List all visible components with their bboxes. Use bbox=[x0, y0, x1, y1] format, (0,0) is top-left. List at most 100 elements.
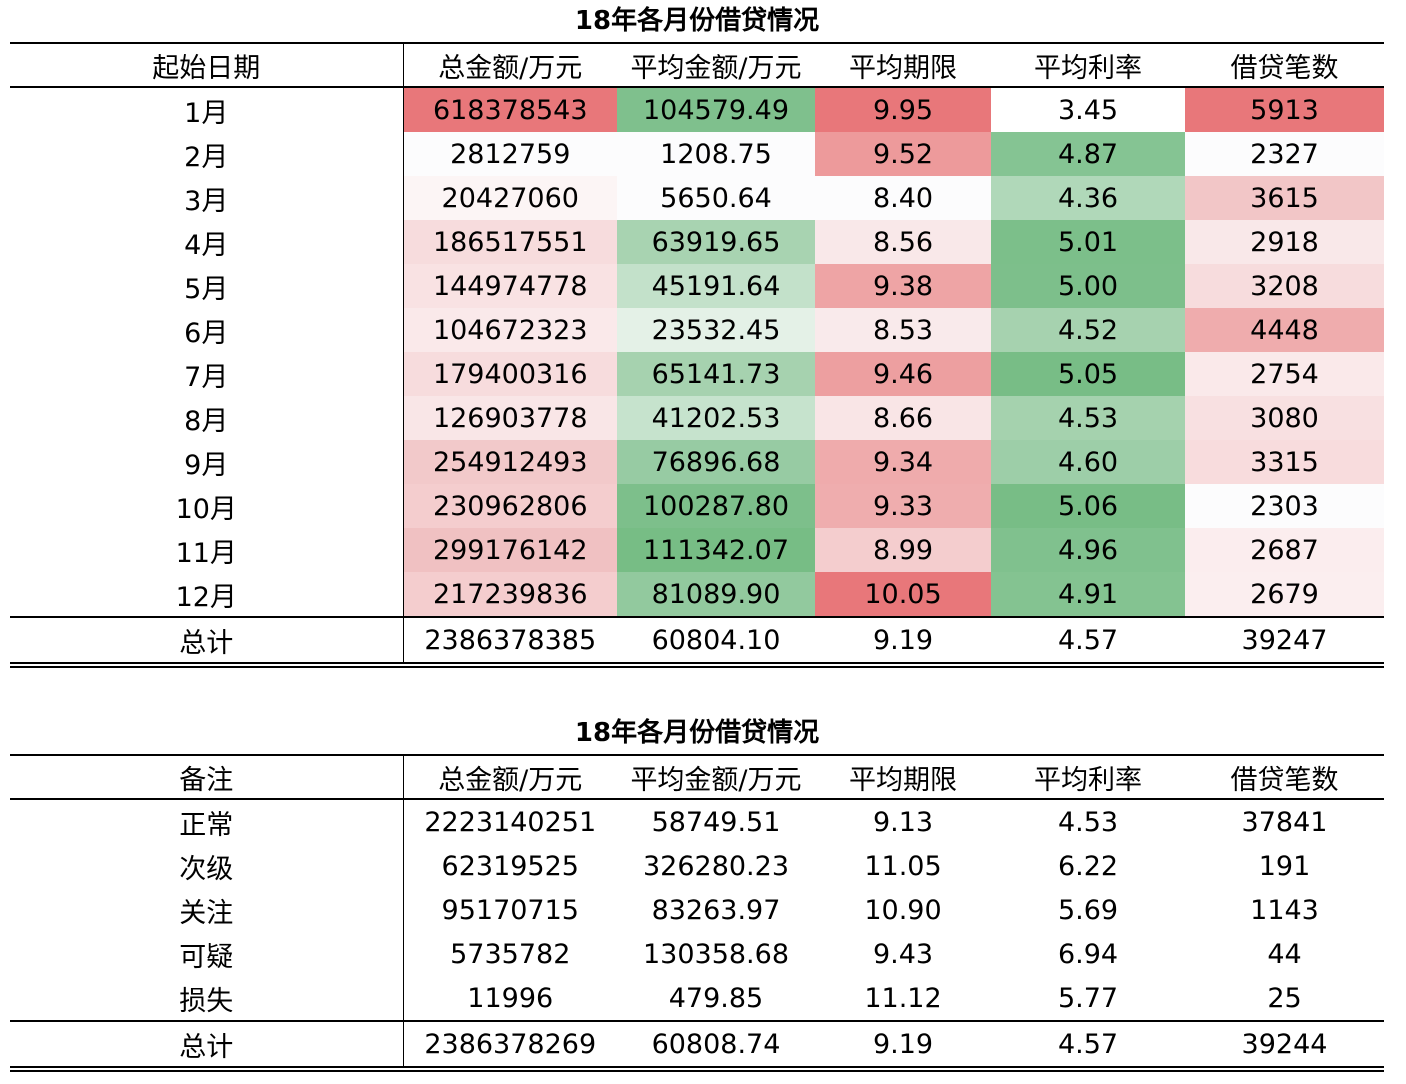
average-amount-cell: 326280.23 bbox=[642, 850, 789, 882]
average-rate-cell: 5.06 bbox=[991, 484, 1185, 528]
grade-header-row: 备注 总金额/万元 平均金额/万元 平均期限 平均利率 借贷笔数 bbox=[10, 754, 1384, 800]
total-amount-cell: 126903778 bbox=[403, 396, 617, 440]
row-label-cell: 损失 bbox=[10, 976, 404, 1021]
average-rate-cell: 5.05 bbox=[991, 352, 1185, 396]
header-loan-count: 借贷笔数 bbox=[1185, 42, 1384, 88]
loan-count-cell: 2754 bbox=[1185, 352, 1384, 396]
average-rate-cell: 5.00 bbox=[991, 264, 1185, 308]
header-total-amount: 总金额/万元 bbox=[403, 754, 617, 800]
header-remark: 备注 bbox=[10, 754, 404, 800]
average-rate-cell: 4.53 bbox=[991, 396, 1185, 440]
loan-count-cell: 2687 bbox=[1185, 528, 1384, 572]
total-average-amount: 60808.74 bbox=[617, 1020, 815, 1072]
row-label-cell: 正常 bbox=[10, 799, 404, 844]
row-label-cell: 2月 bbox=[10, 132, 404, 176]
average-term-cell: 10.90 bbox=[864, 894, 942, 926]
row-label-cell: 次级 bbox=[10, 844, 404, 888]
total-amount-cell: 95170715 bbox=[441, 894, 579, 926]
total-amount-cell: 11996 bbox=[467, 982, 554, 1014]
average-amount-cell: 63919.65 bbox=[617, 220, 815, 264]
grade-total-row: 总计 2386378269 60808.74 9.19 4.57 39244 bbox=[10, 1020, 1384, 1072]
total-amount-cell: 5735782 bbox=[450, 938, 571, 970]
grade-lending-table: 备注 总金额/万元 平均金额/万元 平均期限 平均利率 借贷笔数 正常 22231… bbox=[10, 754, 1384, 1072]
header-average-term: 平均期限 bbox=[815, 754, 991, 800]
average-rate-cell: 5.77 bbox=[1057, 982, 1119, 1014]
average-amount-cell: 104579.49 bbox=[617, 87, 815, 132]
average-term-cell: 9.52 bbox=[815, 132, 991, 176]
grade-row: 可疑 5735782 130358.68 9.43 6.94 44 bbox=[10, 932, 1384, 976]
loan-count-cell: 2303 bbox=[1185, 484, 1384, 528]
average-amount-cell: 100287.80 bbox=[617, 484, 815, 528]
row-label-cell: 12月 bbox=[10, 572, 404, 617]
average-amount-cell: 58749.51 bbox=[651, 806, 781, 838]
total-loan-count: 39247 bbox=[1185, 616, 1384, 668]
grade-lending-section: 18年各月份借贷情况 备注 总金额/万元 平均金额/万元 平均期限 平均利率 借… bbox=[10, 712, 1384, 1072]
row-label-cell: 6月 bbox=[10, 308, 404, 352]
average-term-cell: 8.40 bbox=[815, 176, 991, 220]
average-term-cell: 11.12 bbox=[864, 982, 942, 1014]
loan-count-cell: 1143 bbox=[1250, 894, 1319, 926]
total-loan-count: 39244 bbox=[1185, 1020, 1384, 1072]
average-term-cell: 9.38 bbox=[815, 264, 991, 308]
grade-row: 损失 11996 479.85 11.12 5.77 25 bbox=[10, 976, 1384, 1021]
total-amount-cell: 20427060 bbox=[403, 176, 617, 220]
loan-count-cell: 25 bbox=[1267, 982, 1302, 1014]
average-term-cell: 8.53 bbox=[815, 308, 991, 352]
row-label-cell: 8月 bbox=[10, 396, 404, 440]
row-label-cell: 可疑 bbox=[10, 932, 404, 976]
month-row: 1月 618378543 104579.49 9.95 3.45 5913 bbox=[10, 87, 1384, 132]
average-amount-cell: 76896.68 bbox=[617, 440, 815, 484]
loan-count-cell: 2327 bbox=[1185, 132, 1384, 176]
row-label-cell: 3月 bbox=[10, 176, 404, 220]
header-average-term: 平均期限 bbox=[815, 42, 991, 88]
row-label-cell: 7月 bbox=[10, 352, 404, 396]
average-amount-cell: 83263.97 bbox=[651, 894, 781, 926]
monthly-table-title: 18年各月份借贷情况 bbox=[574, 6, 820, 36]
total-amount: 2386378385 bbox=[403, 616, 617, 668]
average-rate-cell: 4.60 bbox=[991, 440, 1185, 484]
average-amount-cell: 111342.07 bbox=[617, 528, 815, 572]
row-label-cell: 1月 bbox=[10, 87, 404, 132]
average-rate-cell: 6.22 bbox=[1057, 850, 1119, 882]
header-loan-count: 借贷笔数 bbox=[1185, 754, 1384, 800]
total-amount-cell: 2223140251 bbox=[424, 806, 597, 838]
month-row: 12月 217239836 81089.90 10.05 4.91 2679 bbox=[10, 572, 1384, 617]
average-rate-cell: 4.96 bbox=[991, 528, 1185, 572]
average-amount-cell: 41202.53 bbox=[617, 396, 815, 440]
loan-count-cell: 3315 bbox=[1185, 440, 1384, 484]
total-amount-cell: 179400316 bbox=[403, 352, 617, 396]
row-label-cell: 关注 bbox=[10, 888, 404, 932]
loan-count-cell: 4448 bbox=[1185, 308, 1384, 352]
header-average-amount: 平均金额/万元 bbox=[617, 42, 815, 88]
average-amount-cell: 1208.75 bbox=[617, 132, 815, 176]
month-row: 6月 104672323 23532.45 8.53 4.52 4448 bbox=[10, 308, 1384, 352]
total-average-amount: 60804.10 bbox=[617, 616, 815, 668]
monthly-table-body: 1月 618378543 104579.49 9.95 3.45 5913 2月 281275… bbox=[10, 87, 1384, 617]
month-row: 9月 254912493 76896.68 9.34 4.60 3315 bbox=[10, 440, 1384, 484]
loan-count-cell: 3615 bbox=[1185, 176, 1384, 220]
total-amount-cell: 299176142 bbox=[403, 528, 617, 572]
month-row: 7月 179400316 65141.73 9.46 5.05 2754 bbox=[10, 352, 1384, 396]
average-rate-cell: 4.87 bbox=[991, 132, 1185, 176]
average-term-cell: 8.99 bbox=[815, 528, 991, 572]
header-average-rate: 平均利率 bbox=[991, 754, 1185, 800]
grade-row: 关注 95170715 83263.97 10.90 5.69 1143 bbox=[10, 888, 1384, 932]
header-start-date: 起始日期 bbox=[10, 42, 404, 88]
average-term-cell: 9.34 bbox=[815, 440, 991, 484]
header-average-amount: 平均金额/万元 bbox=[617, 754, 815, 800]
average-term-cell: 9.43 bbox=[872, 938, 934, 970]
grade-row: 次级 62319525 326280.23 11.05 6.22 191 bbox=[10, 844, 1384, 888]
average-term-cell: 9.46 bbox=[815, 352, 991, 396]
total-amount-cell: 230962806 bbox=[403, 484, 617, 528]
total-average-term: 9.19 bbox=[815, 616, 991, 668]
monthly-total-row: 总计 2386378385 60804.10 9.19 4.57 39247 bbox=[10, 616, 1384, 668]
monthly-header-row: 起始日期 总金额/万元 平均金额/万元 平均期限 平均利率 借贷笔数 bbox=[10, 42, 1384, 88]
monthly-lending-table: 起始日期 总金额/万元 平均金额/万元 平均期限 平均利率 借贷笔数 1月 618… bbox=[10, 42, 1384, 668]
average-term-cell: 9.13 bbox=[872, 806, 934, 838]
month-row: 8月 126903778 41202.53 8.66 4.53 3080 bbox=[10, 396, 1384, 440]
month-row: 2月 2812759 1208.75 9.52 4.87 2327 bbox=[10, 132, 1384, 176]
total-amount-cell: 144974778 bbox=[403, 264, 617, 308]
total-amount-cell: 217239836 bbox=[403, 572, 617, 617]
total-amount-cell: 186517551 bbox=[403, 220, 617, 264]
average-rate-cell: 3.45 bbox=[991, 87, 1185, 132]
